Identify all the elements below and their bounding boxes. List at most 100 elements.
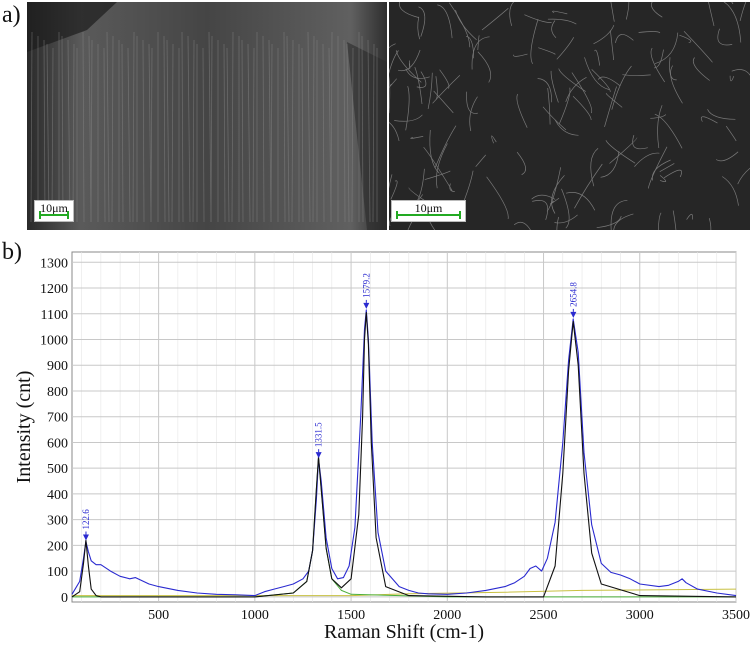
sem-fiber: [683, 30, 713, 63]
sem-strand: [286, 35, 290, 223]
plot-area: [71, 251, 737, 603]
peak-label: 122.6: [81, 509, 91, 530]
sem-strand: [231, 31, 234, 223]
sem-strand: [187, 35, 191, 223]
sem-fiber: [424, 170, 451, 180]
y-tick-label: 100: [47, 565, 68, 580]
sem-strand: [351, 47, 354, 223]
sem-fiber: [389, 50, 399, 75]
sem-fiber: [708, 217, 712, 230]
sem-fiber: [670, 65, 683, 104]
sem-strand: [367, 39, 371, 223]
sem-fiber: [449, 183, 455, 192]
y-tick-label: 1200: [40, 282, 68, 297]
sem-fiber: [389, 43, 396, 49]
sem-fiber: [389, 122, 400, 141]
sem-fiber: [516, 151, 526, 176]
peak-labels: 122.6 1331.5 1579.2 2654.8: [81, 273, 578, 541]
sem-strand: [208, 31, 212, 223]
scale-bar-right-label: 10μm: [414, 201, 443, 215]
sem-fiber: [516, 93, 528, 128]
peak-label: 2654.8: [568, 282, 578, 307]
sem-fiber: [547, 87, 551, 125]
sem-strand: [163, 35, 166, 223]
sem-strand: [210, 35, 213, 223]
peak-marker: [82, 534, 89, 541]
panel-label-b: b): [2, 239, 22, 265]
sem-fiber: [615, 34, 634, 43]
sem-fiber: [584, 57, 610, 90]
sem-strand: [72, 43, 75, 223]
sem-fiber: [416, 71, 427, 88]
sem-strand: [111, 35, 114, 223]
sem-fiber: [657, 105, 663, 149]
sem-fiber: [390, 180, 398, 200]
sem-fiber: [432, 75, 461, 104]
sem-fiber: [408, 60, 411, 69]
sem-texture-right: [389, 2, 750, 230]
sem-fiber: [418, 6, 426, 37]
sem-fiber: [591, 69, 611, 92]
sem-fiber: [434, 125, 457, 169]
sem-strand: [90, 39, 93, 223]
sem-strand: [247, 43, 251, 223]
sem-fiber: [509, 2, 515, 26]
sem-fiber: [436, 143, 448, 189]
sem-fiber: [399, 2, 419, 18]
panel-label-a: a): [2, 2, 21, 28]
scale-bar-left-line: [39, 211, 69, 219]
scale-bar-left: 10μm: [34, 200, 74, 222]
sem-strand: [372, 43, 375, 223]
sem-fiber: [449, 2, 471, 48]
scale-bar-right-line: [396, 211, 461, 219]
sem-fiber: [654, 113, 683, 149]
x-ticks: 500 1000 1500 2000 2500 3000 3500: [148, 608, 750, 623]
sem-strand: [312, 35, 315, 223]
sem-strand: [307, 31, 311, 223]
sem-fiber: [663, 169, 683, 179]
x-tick-label: 3000: [626, 608, 654, 623]
sem-fiber: [417, 16, 421, 40]
x-tick-label: 2500: [530, 608, 558, 623]
sem-fiber: [605, 93, 623, 108]
sem-strand: [328, 47, 332, 223]
sem-fiber: [550, 70, 559, 103]
sem-fiber: [622, 74, 651, 76]
x-tick-label: 1000: [241, 608, 269, 623]
sem-fiber: [437, 4, 453, 39]
sem-fiber: [554, 214, 578, 224]
sem-fiber: [477, 35, 480, 51]
sem-fiber: [659, 163, 675, 172]
peak-label: 1331.5: [314, 422, 324, 447]
sem-fiber: [427, 72, 433, 109]
sem-fiber: [429, 129, 440, 174]
series-fit-line: [71, 311, 737, 598]
sem-strand: [148, 43, 152, 223]
y-axis-label: Intensity (cnt): [13, 371, 35, 484]
sem-fiber: [650, 47, 665, 83]
sem-fiber: [435, 76, 438, 100]
sem-strand: [192, 39, 195, 223]
sem-fiber: [638, 31, 661, 34]
y-tick-label: 1100: [41, 308, 68, 323]
sem-strand: [268, 39, 272, 223]
sem-fiber: [634, 152, 660, 167]
peak-label: 1579.2: [361, 273, 371, 298]
sem-fiber: [551, 175, 565, 214]
sem-fiber: [389, 78, 397, 89]
y-tick-label: 900: [47, 359, 68, 374]
sem-strand: [121, 43, 124, 223]
sem-fiber: [465, 35, 475, 59]
sem-strand: [262, 35, 265, 223]
sem-fiber: [394, 114, 423, 122]
sem-strand: [30, 31, 33, 223]
sem-strand: [88, 35, 92, 223]
series: [71, 309, 737, 598]
sem-strand: [283, 31, 286, 223]
sem-strand: [330, 31, 333, 223]
sem-texture-left: [27, 2, 387, 230]
sem-fiber: [625, 2, 630, 20]
raman-chart: 500 1000 1500 2000 2500 3000 3500 0 100 200 300 40…: [13, 251, 750, 643]
sem-fiber: [513, 222, 531, 230]
sem-strand: [223, 43, 226, 223]
